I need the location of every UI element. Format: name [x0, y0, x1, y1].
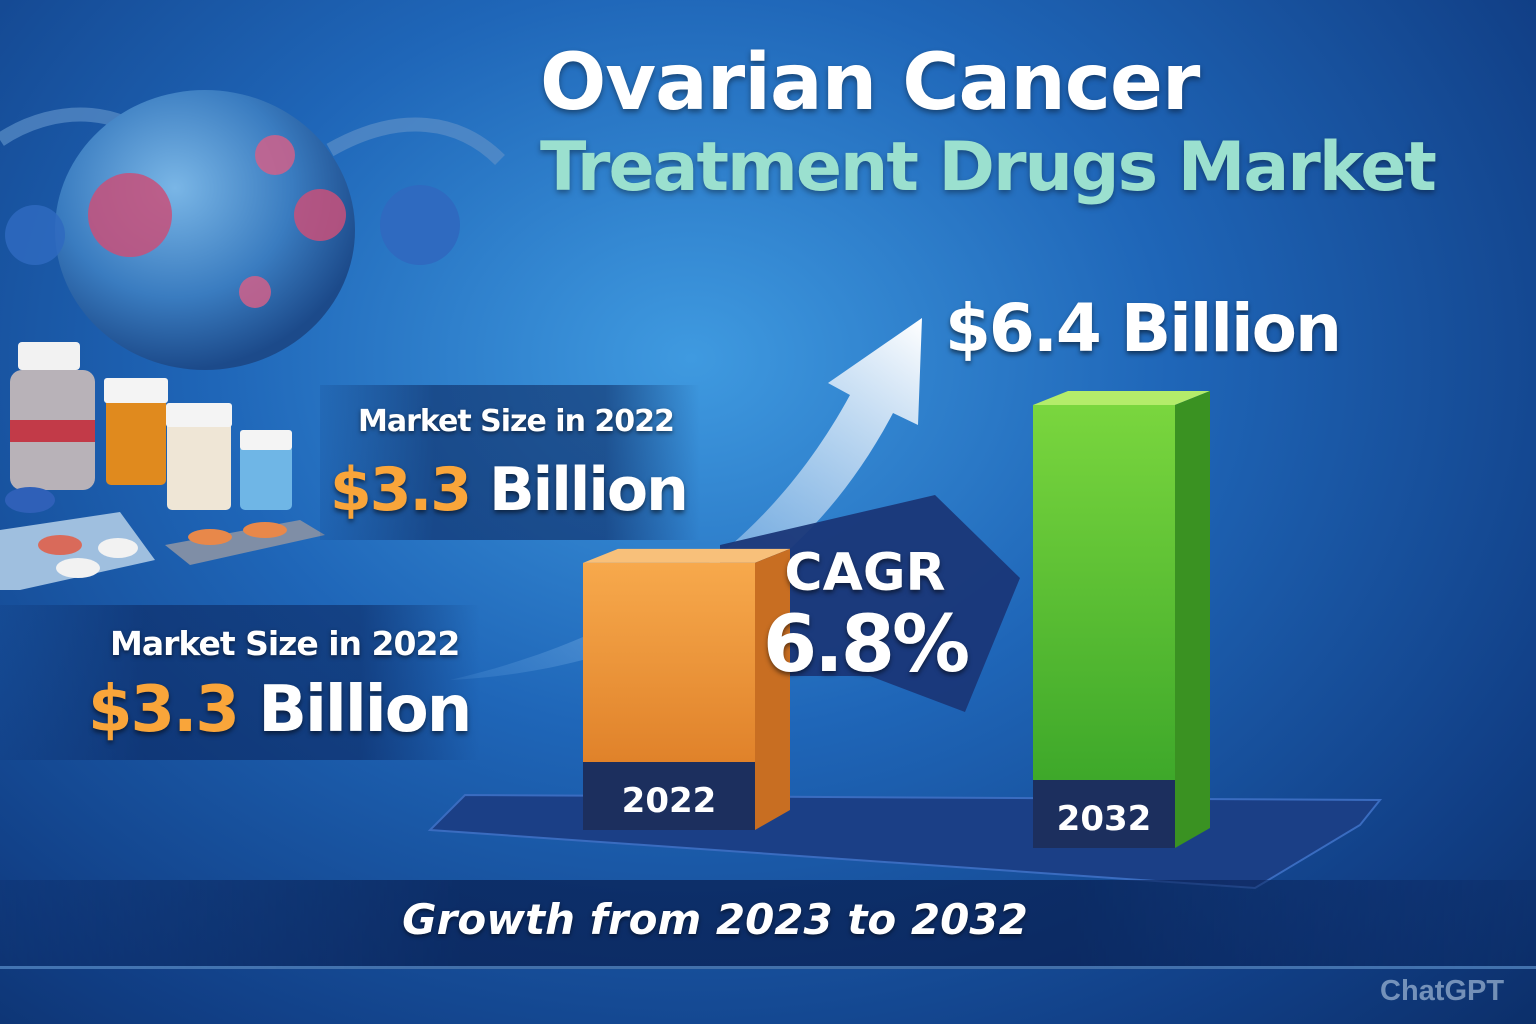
bar-2032-top	[1033, 391, 1210, 405]
bar-2022	[583, 562, 755, 762]
ovary-cell-illustration	[0, 90, 505, 370]
callout-2-label: Market Size in 2022	[110, 624, 460, 663]
bar-2032-base	[1033, 780, 1175, 848]
forecast-amount: $6.4 Billion	[945, 290, 1342, 367]
chart-platform	[427, 793, 1383, 890]
bar-2022-base	[583, 762, 755, 830]
callout-1-label: Market Size in 2022	[358, 404, 675, 439]
bar-2032-side	[1175, 391, 1210, 848]
callout-1-amount: $3.3 Billion	[330, 455, 689, 525]
callout-band-2	[0, 605, 480, 760]
page-title: Ovarian Cancer	[540, 38, 1200, 128]
bar-group: 2022 2032	[583, 391, 1210, 848]
bar-2022-side	[755, 548, 790, 830]
callout-2-unit: Billion	[258, 673, 472, 747]
forecast-currency: $6.4	[945, 290, 1102, 367]
callout-2-currency: $3.3	[88, 673, 240, 747]
bar-2032	[1033, 405, 1175, 780]
forecast-unit: Billion	[1120, 290, 1342, 367]
bar-label-2022: 2022	[622, 781, 717, 821]
callout-1-unit: Billion	[488, 455, 689, 525]
footer-text: Growth from 2023 to 2032	[402, 895, 1028, 944]
page-subtitle: Treatment Drugs Market	[540, 128, 1437, 207]
medicine-bottles-illustration	[0, 342, 325, 590]
cagr-banner	[720, 495, 1020, 712]
cagr-label: CAGR	[784, 543, 946, 603]
callout-1-currency: $3.3	[330, 455, 472, 525]
bar-2022-top	[583, 548, 790, 563]
footer-band	[0, 880, 1536, 969]
bar-label-2032: 2032	[1057, 799, 1152, 839]
callout-band-1	[320, 385, 700, 540]
callout-2-amount: $3.3 Billion	[88, 673, 472, 747]
cagr-value: 6.8%	[762, 600, 970, 690]
watermark: ChatGPT	[1380, 975, 1505, 1007]
